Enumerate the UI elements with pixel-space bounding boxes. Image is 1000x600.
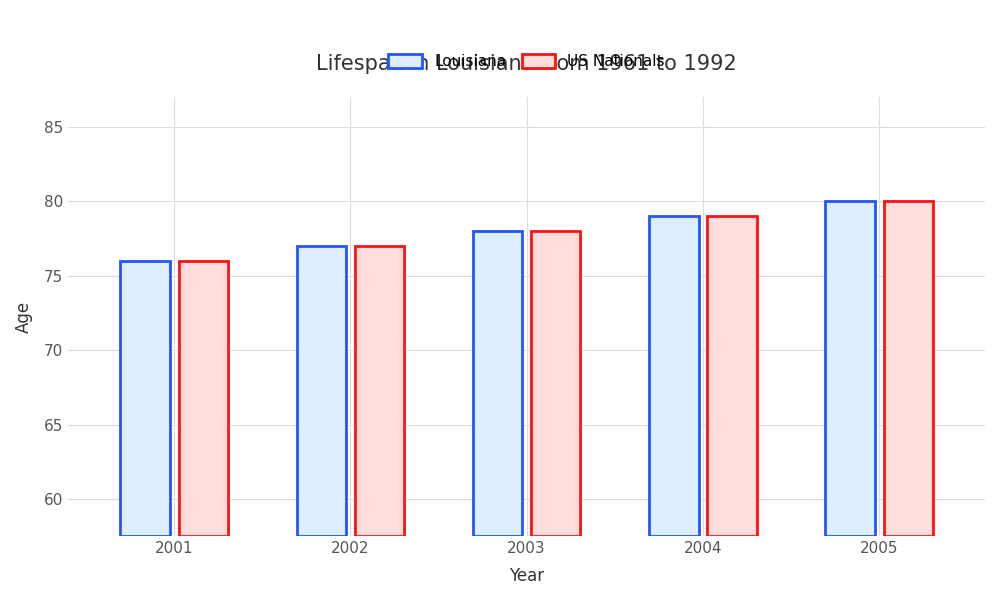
- Bar: [355, 246, 404, 536]
- Title: Lifespan in Louisiana from 1961 to 1992: Lifespan in Louisiana from 1961 to 1992: [316, 53, 737, 74]
- Bar: [649, 217, 699, 536]
- Legend: Louisiana, US Nationals: Louisiana, US Nationals: [382, 48, 671, 76]
- Bar: [707, 217, 757, 536]
- X-axis label: Year: Year: [509, 567, 544, 585]
- Bar: [531, 231, 580, 536]
- Y-axis label: Age: Age: [15, 301, 33, 333]
- Bar: [473, 231, 522, 536]
- Bar: [825, 202, 875, 536]
- Bar: [884, 202, 933, 536]
- Bar: [120, 261, 170, 536]
- Bar: [297, 246, 346, 536]
- Bar: [179, 261, 228, 536]
